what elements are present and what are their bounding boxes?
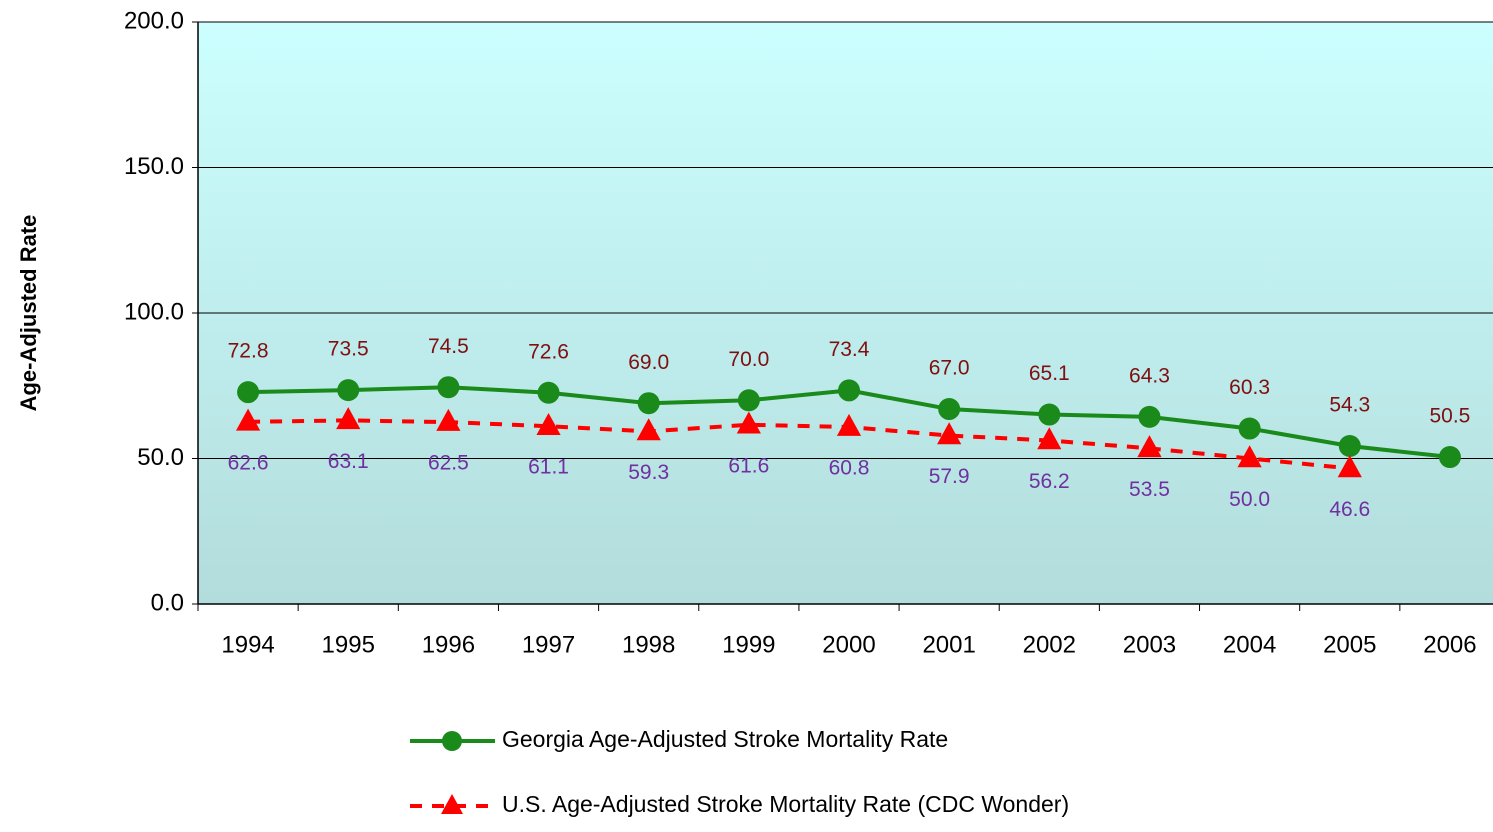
data-label: 67.0 [929, 357, 970, 380]
data-label: 60.8 [829, 457, 870, 480]
x-tick-label: 2003 [1123, 631, 1176, 658]
marker [1038, 403, 1061, 426]
data-label: 73.4 [829, 338, 870, 361]
x-tick-label: 2005 [1323, 631, 1376, 658]
x-tick-label: 1999 [722, 631, 775, 658]
x-tick-label: 2000 [822, 631, 875, 658]
marker [536, 412, 561, 435]
y-axis-title: Age-Adjusted Rate [16, 215, 41, 412]
data-label: 65.1 [1029, 362, 1070, 385]
marker [1338, 434, 1361, 457]
data-label: 62.6 [228, 451, 269, 474]
marker [235, 408, 261, 431]
y-tick-label: 100.0 [124, 298, 184, 325]
data-label: 56.2 [1029, 470, 1070, 493]
x-tick-label: 1996 [422, 631, 475, 658]
marker [336, 407, 361, 430]
x-tick-label: 1997 [522, 631, 575, 658]
x-tick-label: 1998 [622, 631, 675, 658]
marker [636, 418, 661, 441]
marker [937, 422, 962, 445]
data-label: 69.0 [628, 351, 669, 374]
y-tick-label: 150.0 [124, 153, 184, 180]
series-line [248, 418, 1350, 471]
data-label: 70.0 [728, 348, 769, 371]
marker [1237, 445, 1262, 468]
data-label: 72.6 [528, 340, 569, 363]
marker [836, 413, 862, 436]
x-tick-label: 1994 [221, 631, 274, 658]
data-label: 63.1 [328, 450, 369, 473]
x-tick-label: 2002 [1023, 631, 1076, 658]
data-label: 73.5 [328, 338, 369, 361]
marker [1238, 417, 1261, 440]
legend-marker [442, 731, 462, 751]
marker [1137, 435, 1162, 458]
marker [938, 398, 961, 421]
data-label: 72.8 [228, 340, 269, 363]
data-label: 53.5 [1129, 478, 1170, 501]
y-tick-label: 200.0 [124, 7, 184, 34]
marker [537, 381, 560, 404]
marker [1337, 455, 1362, 478]
x-tick-label: 2001 [922, 631, 975, 658]
marker [436, 408, 461, 431]
x-tick-label: 2004 [1223, 631, 1276, 658]
marker [736, 411, 761, 434]
data-label: 54.3 [1329, 394, 1370, 417]
data-label: 60.3 [1229, 376, 1270, 399]
marker [838, 379, 860, 402]
legend-label: U.S. Age-Adjusted Stroke Mortality Rate … [502, 791, 1069, 817]
data-label: 50.0 [1229, 488, 1270, 511]
data-label: 50.5 [1429, 405, 1470, 428]
x-tick-label: 1995 [322, 631, 375, 658]
data-label: 64.3 [1129, 364, 1170, 387]
marker [337, 379, 360, 402]
y-tick-label: 50.0 [137, 444, 184, 471]
data-label: 61.6 [728, 454, 769, 477]
legend-marker [441, 794, 463, 814]
data-label: 62.5 [428, 452, 469, 475]
marker [637, 392, 660, 415]
marker [437, 376, 460, 399]
marker [737, 389, 760, 412]
y-tick-label: 0.0 [151, 589, 184, 616]
legend-label: Georgia Age-Adjusted Stroke Mortality Ra… [502, 726, 948, 752]
data-label: 59.3 [628, 461, 669, 484]
marker [1138, 405, 1161, 428]
marker [237, 381, 260, 404]
data-label: 74.5 [428, 335, 469, 358]
data-label: 46.6 [1329, 498, 1370, 521]
x-tick-label: 2006 [1423, 631, 1476, 658]
data-label: 57.9 [929, 465, 970, 488]
marker [1037, 427, 1062, 450]
data-label: 61.1 [528, 456, 569, 479]
marker [1438, 446, 1461, 469]
